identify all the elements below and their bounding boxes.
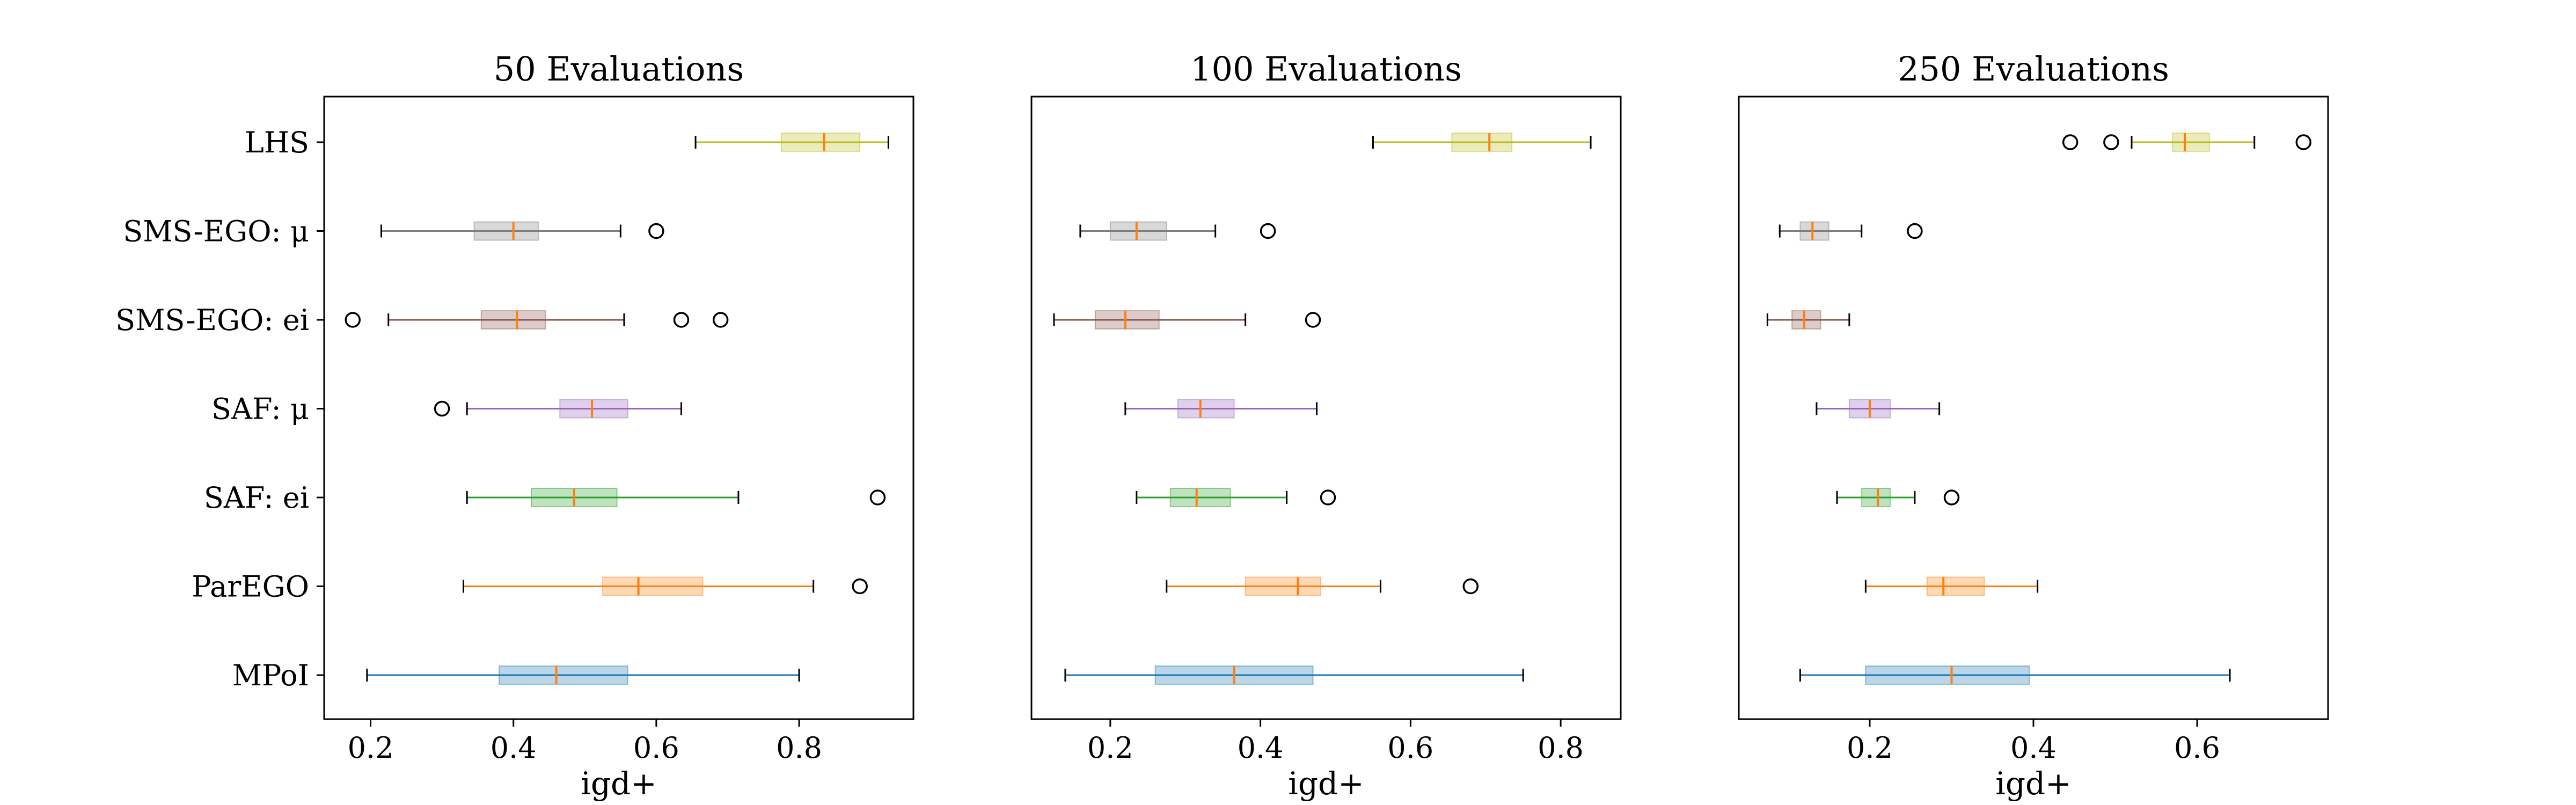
y-tick-label-sms-ego-ei: SMS-EGO: ei <box>115 303 309 337</box>
x-tick-label: 0.2 <box>1087 731 1133 765</box>
box-saf-mu <box>1816 399 1941 419</box>
panel-title: 250 Evaluations <box>1898 49 2169 89</box>
outlier-point <box>345 312 361 328</box>
x-tick-label: 0.2 <box>1847 731 1893 765</box>
iqr-box <box>1169 488 1231 507</box>
box-sms-ego-mu <box>380 221 664 241</box>
box-saf-ei <box>466 488 886 507</box>
box-lhs <box>1372 133 1592 152</box>
outlier-point <box>1943 489 1960 506</box>
box-mpoi <box>1799 665 2231 685</box>
outlier-point <box>869 489 886 506</box>
x-axis-label: igd+ <box>581 765 656 802</box>
x-tick-label: 0.6 <box>633 731 679 765</box>
panel-title: 100 Evaluations <box>1190 49 1462 89</box>
box-parego <box>463 576 868 596</box>
x-tick-label: 0.4 <box>1238 731 1284 765</box>
y-tick-label-sms-ego-mu: SMS-EGO: μ <box>123 215 309 248</box>
x-tick-label: 0.8 <box>1538 731 1584 765</box>
panel-3: 250 Evaluations 0.2 0.4 0.6 igd+ <box>1738 49 2329 802</box>
y-tick-label-saf-mu: SAF: μ <box>211 392 309 426</box>
x-tick-label: 0.8 <box>776 731 822 765</box>
outlier-point <box>434 400 450 417</box>
iqr-box <box>2172 133 2210 152</box>
y-tick-label-saf-ei: SAF: ei <box>204 481 309 515</box>
box-saf-ei <box>1836 488 1960 507</box>
box-lhs <box>2062 133 2311 152</box>
box-saf-mu <box>434 399 682 419</box>
outlier-point <box>852 578 868 595</box>
y-tick-label-parego: ParEGO <box>192 570 309 604</box>
box-saf-mu <box>1124 399 1318 419</box>
y-tick-label-mpoi: MPoI <box>232 658 309 692</box>
panel-2: 100 Evaluations 0.2 0.4 0.6 0.8 igd+ <box>1030 49 1622 802</box>
iqr-box <box>1861 488 1891 507</box>
box-mpoi <box>1064 665 1524 685</box>
outlier-point <box>648 223 664 239</box>
iqr-box <box>1094 310 1160 330</box>
y-tick-label-lhs: LHS <box>245 126 309 159</box>
x-tick-label: 0.6 <box>1387 731 1433 765</box>
outlier-point <box>1320 489 1336 506</box>
box-sms-ego-ei <box>345 310 729 330</box>
outlier-point <box>1907 223 1923 239</box>
iqr-box <box>1865 665 2030 685</box>
outlier-point <box>2062 134 2079 150</box>
box-sms-ego-ei <box>1053 310 1321 330</box>
panel-1: 50 Evaluations 0.2 0.4 0.6 0.8 igd+ LHS SMS-EGO… <box>115 49 914 802</box>
outlier-point <box>2295 134 2311 150</box>
iqr-box <box>473 221 539 241</box>
x-axis-label: igd+ <box>1995 765 2071 802</box>
iqr-box <box>499 665 628 685</box>
iqr-box <box>1177 399 1235 419</box>
box-parego <box>1166 576 1479 596</box>
box-mpoi <box>366 665 800 685</box>
iqr-box <box>480 310 546 330</box>
iqr-box <box>1926 576 1985 596</box>
iqr-box <box>559 399 628 419</box>
box-saf-ei <box>1136 488 1336 507</box>
outlier-point <box>1462 578 1479 595</box>
iqr-box <box>1791 310 1821 330</box>
iqr-box <box>602 576 704 596</box>
outlier-point <box>1260 223 1276 239</box>
outlier-point <box>712 312 729 328</box>
box-sms-ego-mu <box>1779 221 1923 241</box>
x-axis-label: igd+ <box>1288 765 1364 802</box>
box-lhs <box>694 133 889 152</box>
x-tick-label: 0.4 <box>491 731 537 765</box>
iqr-box <box>1245 576 1321 596</box>
x-tick-label: 0.4 <box>2010 731 2057 765</box>
box-sms-ego-mu <box>1079 221 1276 241</box>
iqr-box <box>780 133 861 152</box>
x-tick-label: 0.2 <box>348 731 394 765</box>
outlier-point <box>2103 134 2119 150</box>
box-parego <box>1864 576 2039 596</box>
outlier-point <box>1305 312 1321 328</box>
iqr-box <box>1109 221 1167 241</box>
axes-frame <box>1030 96 1622 720</box>
iqr-box <box>1451 133 1513 152</box>
x-tick-label: 0.6 <box>2174 731 2220 765</box>
panel-title: 50 Evaluations <box>494 49 744 89</box>
outlier-point <box>673 312 690 328</box>
iqr-box <box>1799 221 1829 241</box>
box-sms-ego-ei <box>1766 310 1850 330</box>
